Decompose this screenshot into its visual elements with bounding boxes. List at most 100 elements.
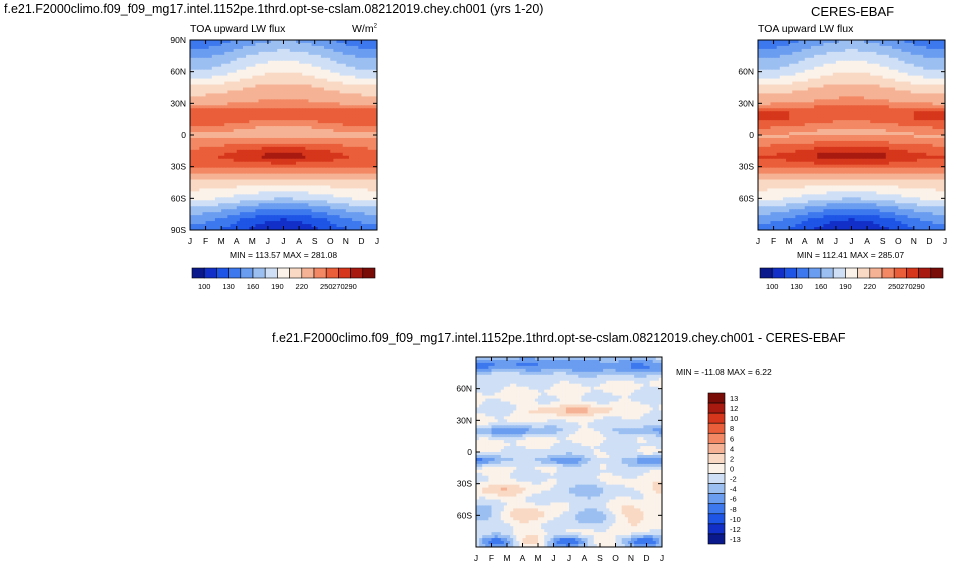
heatmap-cell [239, 93, 244, 98]
heatmap-cell [299, 48, 303, 53]
heatmap-cell [286, 224, 291, 228]
heatmap-cell [208, 224, 213, 228]
heatmap-cell [342, 161, 347, 166]
heatmap-cell [205, 108, 210, 112]
heatmap-cell [205, 158, 210, 163]
heatmap-cell [233, 200, 238, 204]
heatmap-cell [208, 126, 213, 130]
heatmap-cell [810, 45, 815, 50]
heatmap-cell [932, 42, 937, 47]
heatmap-cell [804, 90, 809, 95]
heatmap-cell [233, 99, 238, 103]
heatmap-cell [196, 108, 200, 112]
heatmap-cell [190, 120, 194, 124]
heatmap-cell [767, 63, 772, 68]
heatmap-cell [218, 105, 222, 109]
heatmap-cell [867, 66, 871, 71]
heatmap-cell [929, 90, 934, 95]
heatmap-cell [299, 72, 303, 77]
heatmap-cell [314, 102, 319, 106]
heatmap-cell [277, 137, 281, 142]
heatmap-cell [820, 60, 825, 65]
heatmap-cell [261, 132, 266, 136]
heatmap-cell [339, 191, 344, 195]
heatmap-cell [289, 60, 294, 65]
heatmap-cell [814, 78, 818, 83]
heatmap-cell [920, 84, 924, 89]
heatmap-cell [236, 129, 241, 133]
heatmap-cell [224, 170, 228, 175]
heatmap-cell [221, 105, 225, 109]
heatmap-cell [286, 197, 291, 201]
heatmap-cell [324, 158, 328, 163]
heatmap-cell [242, 146, 247, 151]
heatmap-cell [373, 176, 377, 181]
heatmap-cell [199, 45, 204, 50]
heatmap-cell [370, 78, 375, 83]
heatmap-cell [242, 123, 247, 127]
heatmap-cell [227, 75, 232, 80]
heatmap-cell [352, 51, 356, 56]
heatmap-cell [898, 40, 902, 44]
heatmap-cell [879, 75, 884, 80]
heatmap-cell [196, 200, 200, 204]
heatmap-cell [330, 72, 334, 77]
heatmap-cell [305, 102, 310, 106]
heatmap-cell [271, 221, 275, 225]
heatmap-cell [208, 167, 213, 172]
heatmap-cell [923, 81, 927, 86]
heatmap-cell [333, 203, 338, 207]
heatmap-cell [929, 40, 934, 44]
heatmap-cell [224, 137, 228, 142]
heatmap-cell [814, 40, 818, 44]
heatmap-cell [267, 194, 272, 198]
heatmap-cell [255, 48, 260, 53]
heatmap-cell [289, 200, 294, 204]
heatmap-cell [246, 212, 250, 216]
heatmap-cell [193, 111, 197, 115]
heatmap-cell [835, 81, 840, 86]
heatmap-cell [221, 227, 225, 230]
heatmap-cell [367, 81, 372, 86]
heatmap-cell [314, 87, 319, 92]
heatmap-cell [352, 164, 356, 169]
heatmap-cell [224, 188, 228, 193]
heatmap-cell [205, 215, 210, 219]
heatmap-cell [221, 224, 225, 228]
heatmap-cell [817, 69, 821, 74]
heatmap-cell [795, 51, 800, 56]
heatmap-cell [317, 132, 322, 136]
heatmap-cell [314, 90, 319, 95]
heatmap-cell [361, 212, 366, 216]
heatmap-cell [817, 93, 821, 98]
heatmap-cell [292, 194, 297, 198]
heatmap-cell [929, 84, 934, 89]
heatmap-cell [264, 51, 269, 56]
heatmap-cell [810, 60, 815, 65]
heatmap-cell [795, 45, 800, 50]
heatmap-cell [317, 42, 322, 47]
heatmap-cell [292, 135, 297, 139]
heatmap-cell [211, 155, 216, 160]
heatmap-cell [336, 200, 341, 204]
heatmap-cell [770, 40, 775, 44]
heatmap-cell [255, 179, 260, 184]
heatmap-cell [320, 221, 325, 225]
heatmap-cell [345, 167, 350, 172]
heatmap-cell [364, 126, 369, 130]
heatmap-cell [317, 188, 322, 193]
heatmap-cell [246, 143, 250, 148]
heatmap-cell [286, 194, 291, 198]
heatmap-cell [327, 57, 331, 62]
heatmap-cell [364, 227, 369, 230]
heatmap-cell [358, 158, 363, 163]
heatmap-cell [255, 203, 260, 207]
heatmap-cell [342, 143, 347, 148]
heatmap-cell [199, 93, 204, 98]
heatmap-cell [779, 90, 784, 95]
heatmap-cell [242, 40, 247, 44]
heatmap-cell [249, 209, 253, 213]
heatmap-cell [211, 146, 216, 151]
heatmap-cell [848, 48, 853, 53]
heatmap-cell [941, 90, 945, 95]
